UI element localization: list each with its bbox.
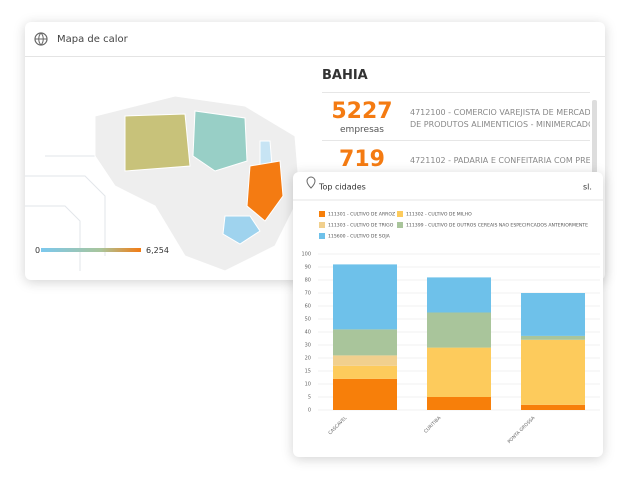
legend-label: 111302 - CULTIVO DE MILHO: [406, 212, 472, 218]
state-am: [124, 113, 191, 172]
activity: 4712100 - COMERCIO VAREJISTA DE MERCADOR…: [410, 107, 590, 131]
activity-line: 4721102 - PADARIA E CONFEITARIA COM PRED…: [410, 156, 590, 165]
state-name: BAHIA: [322, 68, 368, 83]
y-tick-label: 100: [301, 252, 311, 258]
legend-label: 115600 - CULTIVO DE SOJA: [328, 234, 391, 240]
legend-swatch: [397, 222, 403, 228]
action[interactable]: sl.: [583, 183, 592, 192]
state-ba: [246, 160, 284, 222]
bar-segment: [427, 397, 491, 410]
bar-segment: [521, 293, 585, 336]
y-tick-label: 80: [305, 278, 311, 284]
chart-card: Top cidades sl. 111301 - CULTIVO DE ARRO…: [293, 172, 603, 457]
bar-segment: [427, 347, 491, 397]
list-row: 719 4721102 - PADARIA E CONFEITARIA COM …: [322, 140, 590, 189]
chart: Top cidades sl. 111301 - CULTIVO DE ARRO…: [293, 176, 603, 446]
state-pa: [192, 110, 248, 172]
bar-segment: [333, 365, 397, 379]
legend-label: 111303 - CULTIVO DE TRIGO: [328, 223, 394, 229]
count-unit: empresas: [340, 125, 384, 135]
bar-segment: [427, 277, 491, 313]
bar-segment: [427, 312, 491, 348]
bar-segment: [521, 339, 585, 405]
legend-min: 0: [35, 246, 40, 255]
bar-segment: [521, 335, 585, 340]
y-tick-label: 15: [305, 369, 311, 375]
bar-segment: [333, 264, 397, 330]
card-title: Mapa de calor: [25, 22, 605, 57]
legend-label: 111399 - CULTIVO DE OUTROS CEREAIS NAO E…: [406, 223, 588, 229]
legend-swatch: [319, 233, 325, 239]
y-tick-label: 5: [308, 395, 311, 401]
count: 5227: [331, 99, 393, 124]
legend-max: 6,254: [146, 246, 169, 255]
legend-label: 111301 - CULTIVO DE ARROZ: [328, 212, 395, 218]
map: 0 6,254: [25, 95, 301, 272]
y-tick-label: 50: [305, 317, 311, 323]
list-row: 5227 empresas 4712100 - COMERCIO VAREJIS…: [322, 92, 590, 141]
activity-line: DE PRODUTOS ALIMENTICIOS - MINIMERCADOS,…: [410, 120, 590, 129]
y-tick-label: 30: [305, 343, 311, 349]
bar-segment: [333, 378, 397, 410]
y-tick-label: 20: [305, 356, 311, 362]
card-title: Top cidades: [318, 183, 366, 192]
x-tick-label: CURITIBA: [423, 415, 443, 435]
scrollbar[interactable]: [592, 100, 597, 200]
activity-line: 4712100 - COMERCIO VAREJISTA DE MERCADOR…: [410, 108, 590, 117]
y-tick-label: 70: [305, 291, 311, 297]
legend-swatch: [319, 211, 325, 217]
y-tick-label: 60: [305, 304, 311, 310]
pin-icon: [306, 176, 316, 189]
y-tick-label: 90: [305, 265, 311, 271]
count: 719: [339, 147, 385, 172]
x-tick-label: CASCAVEL: [327, 415, 348, 436]
legend-swatch: [319, 222, 325, 228]
bar-segment: [521, 404, 585, 410]
heat-legend: [41, 248, 141, 252]
y-tick-label: 10: [305, 382, 311, 388]
globe-icon: [34, 32, 48, 46]
bar-segment: [333, 329, 397, 356]
x-tick-label: PONTA GROSSA: [506, 415, 537, 446]
legend-swatch: [397, 211, 403, 217]
activity: 4721102 - PADARIA E CONFEITARIA COM PRED…: [410, 155, 590, 167]
state-sp: [222, 215, 261, 245]
y-tick-label: 40: [305, 330, 311, 336]
y-tick-label: 0: [308, 408, 311, 414]
bar-segment: [333, 355, 397, 366]
